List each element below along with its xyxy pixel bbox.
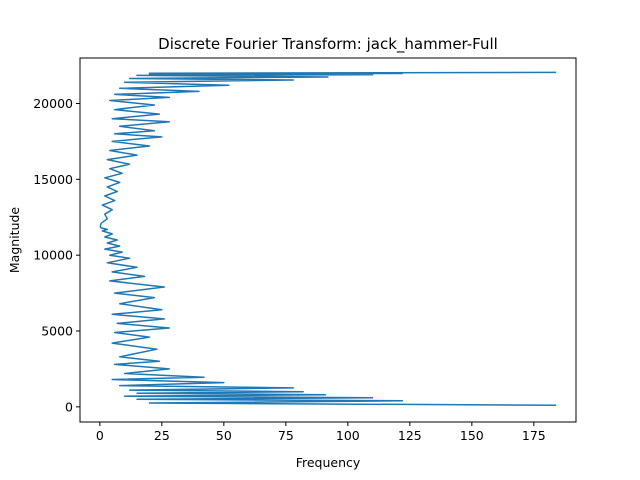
x-tick-label: 25 (154, 428, 170, 443)
x-tick-label: 75 (278, 428, 294, 443)
y-tick-label: 20000 (33, 96, 73, 111)
x-tick-label: 150 (460, 428, 484, 443)
x-axis-label: Frequency (296, 455, 361, 470)
y-axis-label: Magnitude (7, 207, 22, 274)
y-tick-label: 10000 (33, 248, 73, 263)
y-tick-label: 0 (65, 399, 73, 414)
y-tick-label: 5000 (41, 324, 73, 339)
y-ticks: 0 5000 10000 15000 20000 (33, 96, 80, 414)
plot-area (80, 58, 576, 422)
x-tick-label: 175 (522, 428, 546, 443)
chart-title: Discrete Fourier Transform: jack_hammer-… (158, 35, 498, 54)
x-tick-label: 100 (336, 428, 360, 443)
series-layer (99, 71, 557, 407)
series-line-0 (99, 71, 557, 407)
plot-frame (79, 57, 577, 423)
x-tick-label: 50 (216, 428, 232, 443)
x-ticks: 0 25 50 75 100 125 150 175 (96, 422, 546, 443)
x-tick-label: 125 (398, 428, 422, 443)
x-tick-label: 0 (96, 428, 104, 443)
y-tick-label: 15000 (33, 172, 73, 187)
